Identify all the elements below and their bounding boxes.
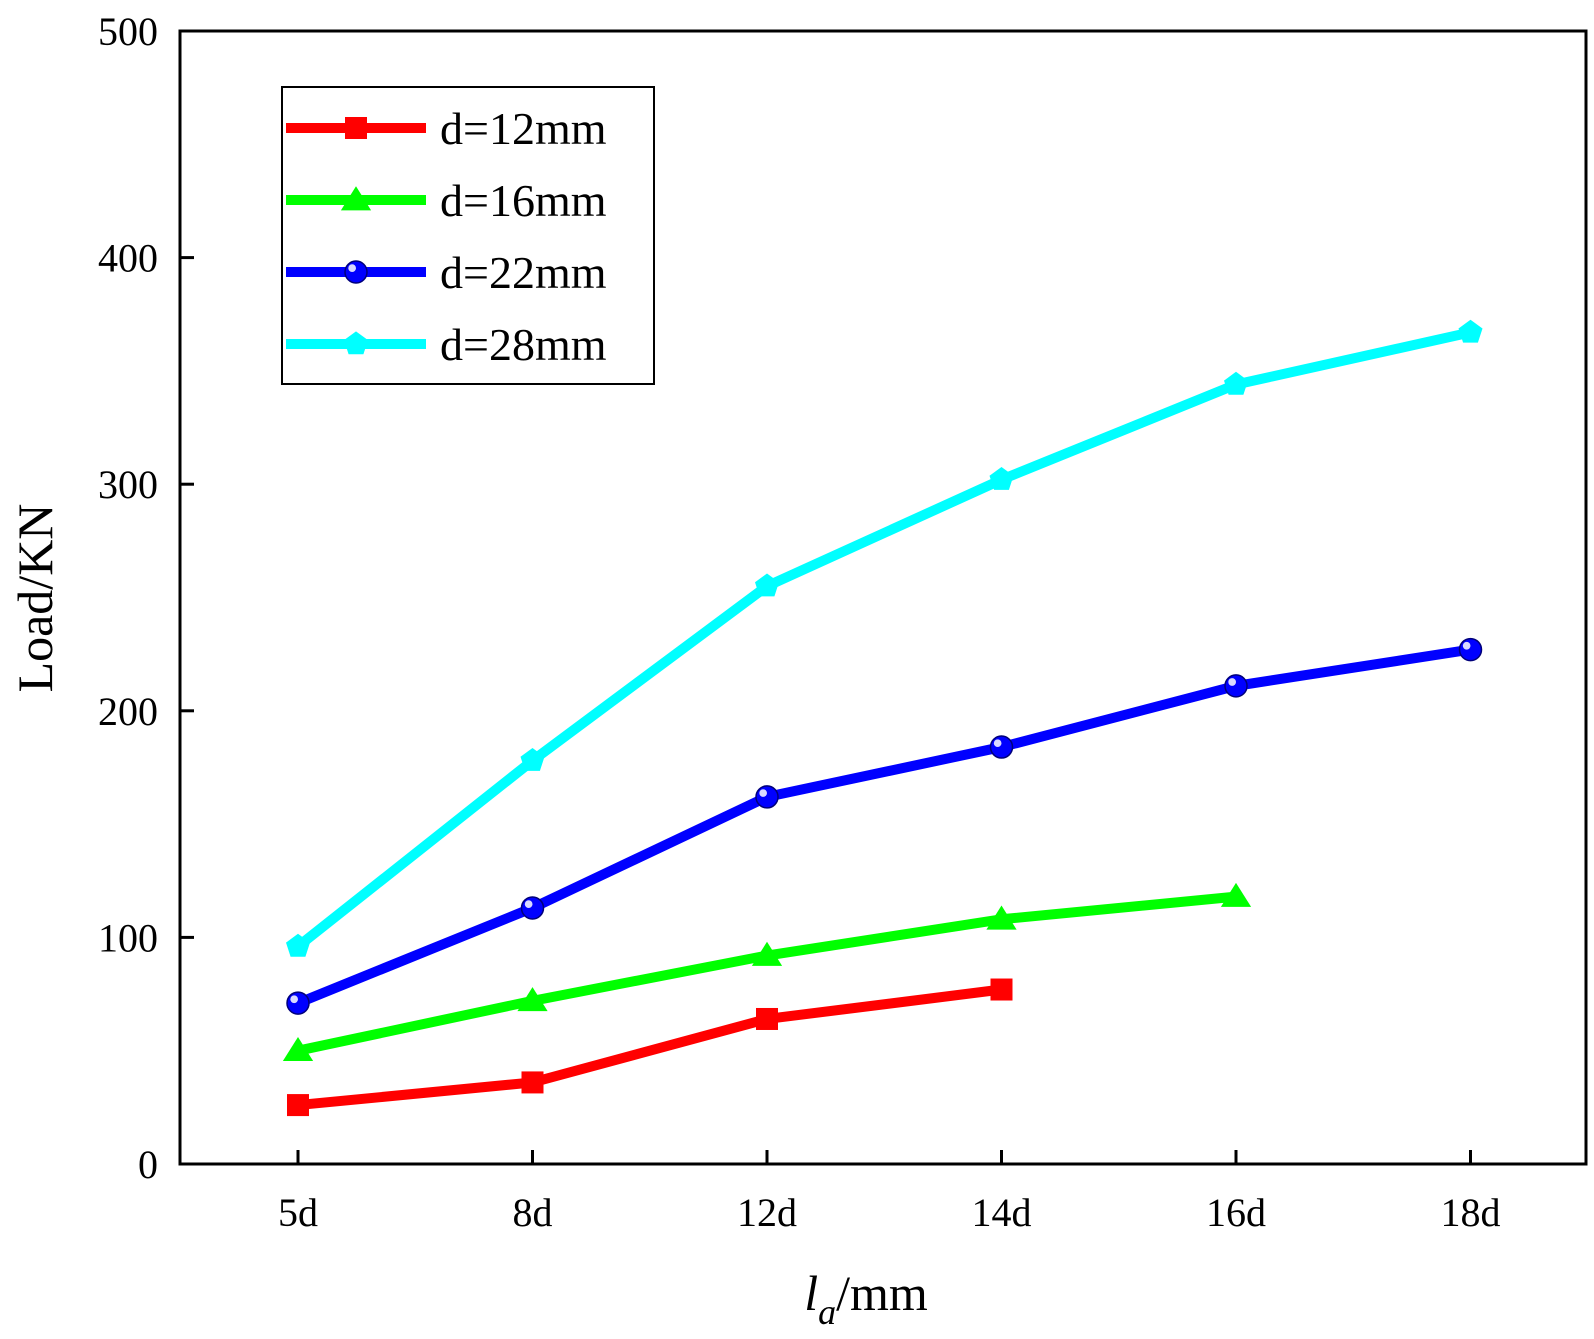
series-line — [297, 984, 1003, 1111]
x-tick-label: 12d — [737, 1190, 797, 1235]
data-point — [755, 573, 779, 597]
data-point — [989, 467, 1014, 490]
marker-highlight — [759, 789, 768, 797]
data-point — [989, 735, 1014, 759]
legend-entry: d=12mm — [286, 103, 607, 154]
data-point — [521, 1071, 544, 1094]
data-point — [751, 941, 783, 966]
data-point — [286, 933, 310, 957]
plot-frame — [178, 29, 1588, 1166]
y-tick-label: 400 — [98, 236, 158, 281]
data-point — [282, 1036, 314, 1062]
data-point — [986, 905, 1017, 930]
marker-highlight — [993, 739, 1002, 748]
series-d=12mm — [287, 978, 1013, 1117]
data-point — [286, 991, 310, 1015]
legend-box — [281, 86, 655, 385]
data-point — [1458, 319, 1483, 343]
legend-marker — [344, 331, 368, 355]
marker-highlight — [1228, 678, 1236, 686]
marker-highlight — [348, 264, 356, 272]
series-d=22mm — [286, 637, 1483, 1015]
x-tick-label: 8d — [513, 1190, 553, 1235]
legend-label: d=12mm — [440, 103, 607, 154]
y-tick-label: 0 — [138, 1142, 158, 1187]
series-line — [296, 644, 1472, 1008]
data-point — [1220, 882, 1252, 907]
legend-entry: d=22mm — [286, 247, 607, 298]
data-point — [517, 987, 548, 1012]
x-axis-ticks: 5d 8d 12d 14d 16d 18d — [278, 1150, 1501, 1235]
y-tick-label: 300 — [98, 462, 158, 507]
data-point — [1458, 637, 1483, 662]
data-point — [756, 1007, 778, 1030]
series-d=28mm — [286, 319, 1483, 957]
data-point — [755, 785, 779, 809]
series-layer — [282, 319, 1483, 1117]
x-tick-label: 5d — [278, 1190, 318, 1235]
data-point — [520, 896, 545, 920]
legend-marker — [344, 260, 368, 284]
marker-highlight — [1462, 641, 1471, 650]
y-tick-label: 100 — [98, 915, 158, 960]
x-tick-label: 14d — [972, 1190, 1032, 1235]
y-axis-ticks: 0 100 200 300 400 500 — [98, 9, 194, 1187]
data-point — [1224, 674, 1248, 698]
series-d=16mm — [282, 882, 1252, 1062]
y-tick-label: 200 — [98, 689, 158, 734]
legend-marker — [345, 117, 367, 139]
marker-highlight — [524, 900, 533, 908]
legend-label: d=28mm — [440, 319, 607, 370]
y-axis-label: Load/KN — [7, 504, 63, 693]
legend-label: d=22mm — [440, 247, 607, 298]
marker-highlight — [290, 995, 298, 1004]
data-point — [1224, 371, 1248, 395]
data-point — [520, 748, 545, 771]
y-tick-label: 500 — [98, 9, 158, 54]
x-tick-label: 16d — [1206, 1190, 1266, 1235]
series-line — [294, 327, 1472, 951]
data-point — [287, 1094, 309, 1117]
legend-label: d=16mm — [440, 175, 607, 226]
data-point — [990, 978, 1013, 1001]
legend-entry: d=28mm — [286, 319, 607, 370]
legend-entry: d=16mm — [286, 175, 607, 226]
legend: d=12mm d=16mm d=22mm d=28mm — [281, 86, 655, 385]
x-tick-label: 18d — [1441, 1190, 1501, 1235]
x-axis-label: la/mm — [804, 1265, 928, 1332]
legend-marker — [340, 186, 372, 211]
